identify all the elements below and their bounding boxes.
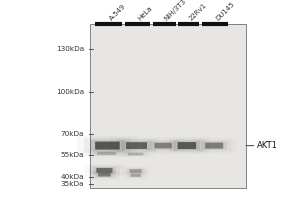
FancyBboxPatch shape [95,172,113,177]
FancyBboxPatch shape [84,138,131,153]
FancyBboxPatch shape [128,153,143,155]
FancyBboxPatch shape [89,166,120,175]
Text: AKT1: AKT1 [246,141,278,150]
Text: 130kDa: 130kDa [56,46,84,52]
Bar [90,24,246,188]
Text: 40kDa: 40kDa [61,174,84,180]
Text: NIH/3T3: NIH/3T3 [164,0,188,22]
FancyBboxPatch shape [122,141,152,150]
FancyBboxPatch shape [130,174,141,177]
FancyBboxPatch shape [205,143,223,149]
FancyBboxPatch shape [174,141,200,151]
FancyBboxPatch shape [93,167,116,174]
FancyBboxPatch shape [127,168,144,174]
FancyBboxPatch shape [126,142,147,149]
FancyBboxPatch shape [151,142,175,150]
FancyBboxPatch shape [116,139,157,152]
FancyBboxPatch shape [155,143,172,148]
Text: HeLa: HeLa [136,5,153,22]
FancyBboxPatch shape [95,142,120,150]
Text: 35kDa: 35kDa [61,181,84,187]
Text: 70kDa: 70kDa [61,131,84,137]
FancyBboxPatch shape [130,169,142,173]
FancyBboxPatch shape [201,141,227,150]
FancyBboxPatch shape [97,152,116,155]
FancyBboxPatch shape [178,142,196,149]
FancyBboxPatch shape [169,139,205,152]
FancyBboxPatch shape [98,173,111,177]
Text: 55kDa: 55kDa [61,152,84,158]
Text: DU145: DU145 [214,1,236,22]
FancyBboxPatch shape [96,168,112,173]
FancyBboxPatch shape [90,140,125,151]
Text: 22Rv1: 22Rv1 [188,2,207,22]
Text: 100kDa: 100kDa [56,89,84,95]
Text: A-549: A-549 [108,3,127,22]
